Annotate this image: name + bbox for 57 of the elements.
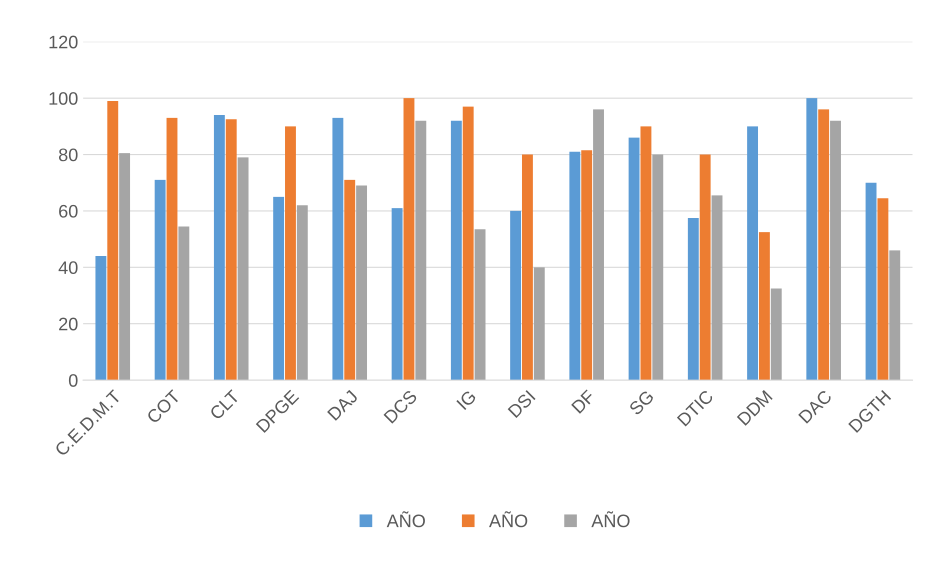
bar [273, 196, 284, 380]
bar [866, 182, 876, 380]
y-tick-label: 120 [50, 36, 78, 48]
bar [154, 180, 166, 380]
bar [415, 120, 426, 380]
bar [534, 267, 545, 380]
y-tick-label: 40 [58, 261, 78, 274]
bar [712, 195, 722, 380]
bar [404, 98, 414, 380]
bar [770, 288, 782, 380]
bar [107, 100, 118, 380]
bar [332, 118, 344, 380]
bar [119, 153, 130, 380]
y-tick-label: 80 [58, 148, 78, 162]
y-tick-label: 60 [59, 204, 78, 218]
bar [356, 186, 368, 380]
bar [700, 154, 711, 380]
bar [522, 154, 533, 380]
x-tick-label: SG [628, 390, 654, 416]
bar [688, 218, 699, 380]
bar [178, 226, 190, 380]
bar [166, 118, 178, 380]
bar [392, 208, 403, 380]
legend-label: AÑO [591, 511, 630, 528]
x-tick-label: DSI [508, 390, 536, 418]
legend-label: AÑO [489, 511, 528, 528]
bar [877, 198, 888, 380]
bar [214, 115, 225, 380]
bar [652, 154, 664, 380]
bar [344, 180, 356, 380]
x-tick-label: DF [571, 389, 596, 414]
bar [285, 126, 296, 380]
bar [593, 109, 604, 380]
bar [628, 138, 640, 380]
bar [569, 152, 580, 380]
bar [474, 229, 486, 380]
x-tick-label: IG [456, 390, 477, 410]
bar [238, 157, 249, 380]
x-tick-label: CLT [209, 389, 240, 420]
legend-label: AÑO [386, 511, 425, 528]
bar [889, 250, 900, 380]
bar [581, 150, 592, 380]
y-tick-label: 20 [59, 318, 78, 330]
bar [296, 205, 308, 380]
bar [747, 126, 758, 380]
bar [830, 120, 841, 380]
bar [640, 126, 652, 380]
y-tick-label: 0 [68, 374, 78, 387]
bar [818, 109, 830, 380]
bar [806, 98, 818, 380]
bar [758, 232, 770, 380]
bar [450, 120, 462, 380]
bar [462, 106, 474, 380]
y-tick-label: 100 [50, 92, 78, 105]
bar [95, 256, 106, 380]
bar [510, 210, 522, 380]
bar [226, 119, 237, 380]
